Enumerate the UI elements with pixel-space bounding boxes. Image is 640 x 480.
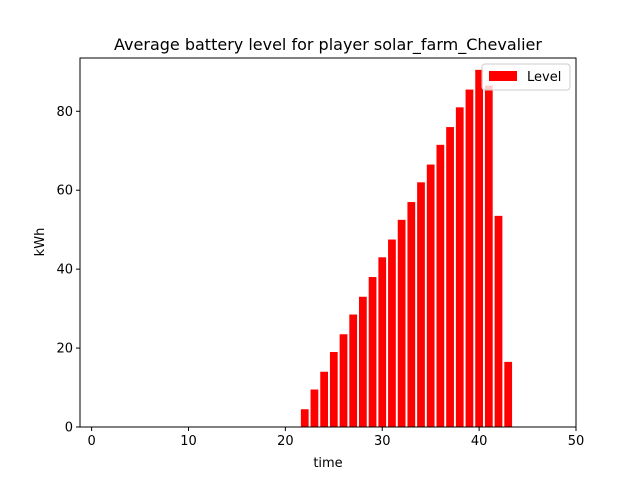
x-tick-label: 30 bbox=[374, 434, 391, 449]
legend-swatch-level bbox=[489, 71, 517, 81]
legend-box bbox=[481, 63, 571, 91]
bar-23 bbox=[310, 389, 319, 427]
bar-40 bbox=[475, 69, 483, 427]
y-tick-label: 0 bbox=[65, 421, 73, 436]
bar-32 bbox=[397, 219, 406, 427]
bar-39 bbox=[465, 89, 474, 427]
x-tick-label: 40 bbox=[471, 434, 488, 449]
bar-36 bbox=[436, 144, 445, 427]
plot-frame bbox=[79, 57, 577, 428]
bar-24 bbox=[320, 371, 328, 427]
x-axis-label: time bbox=[313, 456, 342, 471]
bar-27 bbox=[349, 314, 358, 427]
legend-label-level: Level bbox=[527, 70, 561, 85]
bar-35 bbox=[426, 164, 435, 427]
bar-22 bbox=[300, 409, 309, 427]
bar-38 bbox=[455, 107, 464, 428]
bar-43 bbox=[504, 361, 513, 427]
y-tick-label: 60 bbox=[56, 184, 73, 199]
x-tick-label: 10 bbox=[180, 434, 197, 449]
bar-28 bbox=[359, 296, 367, 427]
bar-29 bbox=[368, 277, 377, 427]
y-axis-label: kWh bbox=[33, 228, 48, 257]
legend: Level bbox=[481, 63, 571, 91]
bar-30 bbox=[378, 257, 387, 427]
bar-34 bbox=[417, 182, 425, 427]
x-tick-label: 20 bbox=[277, 434, 294, 449]
chart-title: Average battery level for player solar_f… bbox=[114, 35, 542, 55]
bar-33 bbox=[407, 202, 416, 427]
bar-31 bbox=[388, 239, 396, 427]
y-tick-label: 80 bbox=[56, 105, 73, 120]
bars-group bbox=[300, 69, 513, 428]
bar-41 bbox=[484, 85, 493, 427]
bar-37 bbox=[446, 127, 454, 427]
bar-26 bbox=[339, 334, 348, 427]
bar-25 bbox=[329, 352, 338, 427]
x-tick-label: 50 bbox=[568, 434, 585, 449]
y-axis-ticks: 0 20 40 60 80 bbox=[56, 105, 80, 436]
y-tick-label: 20 bbox=[56, 342, 73, 357]
x-tick-label: 0 bbox=[87, 434, 95, 449]
bar-42 bbox=[494, 215, 503, 427]
y-tick-label: 40 bbox=[56, 263, 73, 278]
x-axis-ticks: 0 10 20 30 40 50 bbox=[87, 427, 584, 449]
